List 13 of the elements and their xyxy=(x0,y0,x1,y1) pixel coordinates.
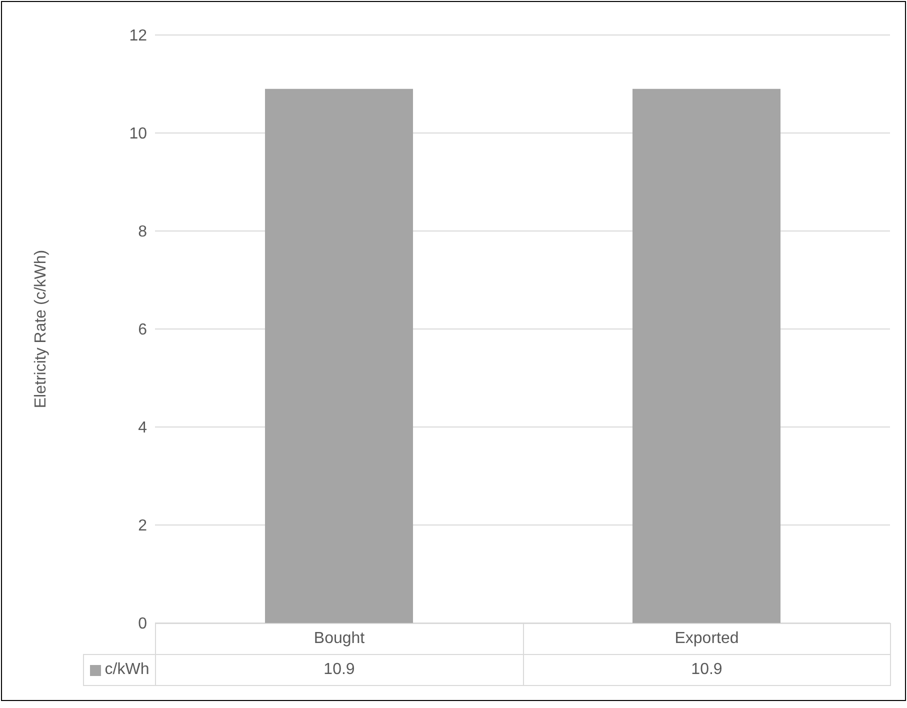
y-tick-label: 4 xyxy=(138,420,148,437)
y-tick-label: 10 xyxy=(129,126,148,143)
x-tick-label: Bought xyxy=(155,623,524,655)
y-tick-label: 0 xyxy=(138,616,148,633)
y-tick-label: 6 xyxy=(138,322,148,339)
data-label: 10.9 xyxy=(522,654,891,686)
y-tick-label: 2 xyxy=(138,518,148,535)
y-tick-label: 8 xyxy=(138,224,148,241)
data-label: 10.9 xyxy=(155,654,524,686)
y-axis-title: Eletricity Rate (c/kWh) xyxy=(32,250,50,408)
y-tick-label: 12 xyxy=(129,28,148,45)
legend-label: c/kWh xyxy=(104,661,150,679)
x-tick-label: Exported xyxy=(522,623,891,655)
